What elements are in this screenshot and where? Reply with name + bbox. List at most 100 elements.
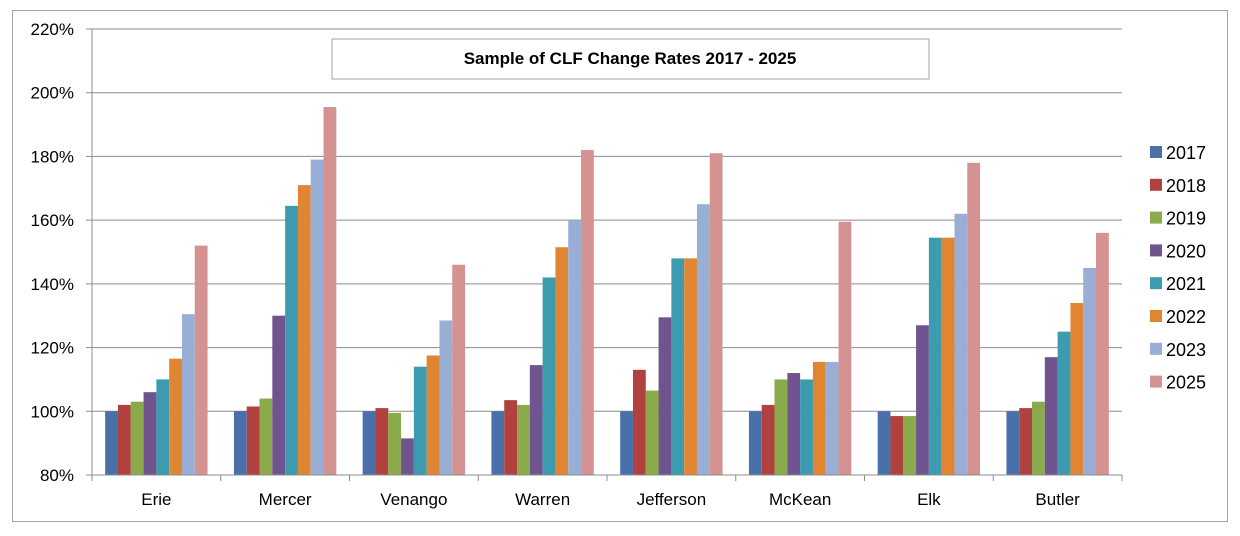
y-tick-label: 220% <box>31 20 74 39</box>
y-tick-label: 180% <box>31 147 74 166</box>
legend-swatch-2025 <box>1150 375 1162 388</box>
bar-venango-2017 <box>362 411 376 475</box>
bar-mercer-2022 <box>297 185 311 475</box>
bar-erie-2021 <box>156 379 170 475</box>
x-tick-label: Venango <box>380 490 447 509</box>
bar-jefferson-2017 <box>620 411 633 475</box>
legend-label-2017: 2017 <box>1166 143 1206 163</box>
bar-elk-2021 <box>928 237 942 475</box>
bar-jefferson-2022 <box>684 258 697 475</box>
bar-venango-2019 <box>388 412 402 475</box>
bar-mercer-2018 <box>246 406 260 475</box>
bar-erie-2020 <box>143 392 157 475</box>
bar-warren-2019 <box>517 404 530 475</box>
legend-label-2021: 2021 <box>1166 274 1206 294</box>
bar-venango-2022 <box>426 355 440 475</box>
legend-swatch-2020 <box>1150 244 1162 257</box>
bar-elk-2022 <box>941 237 955 475</box>
bar-butler-2018 <box>1019 408 1033 475</box>
bar-elk-2018 <box>890 416 904 475</box>
legend-swatch-2017 <box>1150 146 1162 158</box>
legend-swatch-2021 <box>1150 277 1162 290</box>
y-tick-label: 200% <box>31 84 74 103</box>
bar-mckean-2017 <box>748 411 762 475</box>
bar-elk-2025 <box>967 162 981 476</box>
bar-mercer-2019 <box>259 398 273 475</box>
bar-mercer-2021 <box>285 205 298 476</box>
bar-erie-2018 <box>117 404 131 475</box>
bar-venango-2018 <box>375 408 389 475</box>
bar-erie-2017 <box>105 411 118 475</box>
bar-mckean-2020 <box>787 373 801 475</box>
bar-venango-2020 <box>401 438 414 475</box>
x-tick-label: Jefferson <box>637 490 707 509</box>
x-tick-label: Warren <box>515 490 570 509</box>
bar-erie-2019 <box>130 401 144 475</box>
chart-title-box: Sample of CLF Change Rates 2017 - 2025 <box>331 38 930 80</box>
legend-swatch-2022 <box>1150 310 1162 322</box>
bar-butler-2025 <box>1096 232 1109 475</box>
legend-label-2025: 2025 <box>1166 373 1206 393</box>
bar-warren-2017 <box>491 411 505 475</box>
legend-swatch-2023 <box>1150 342 1162 355</box>
bar-mckean-2025 <box>838 221 852 475</box>
legend-label-2020: 2020 <box>1166 241 1206 261</box>
bar-butler-2022 <box>1070 302 1084 475</box>
bar-warren-2023 <box>568 220 582 475</box>
bar-warren-2025 <box>581 150 594 476</box>
bar-jefferson-2018 <box>632 369 646 475</box>
bar-mercer-2025 <box>323 107 337 476</box>
bar-butler-2019 <box>1032 401 1045 475</box>
bar-elk-2023 <box>954 213 968 475</box>
bar-mercer-2020 <box>272 315 286 475</box>
bar-mckean-2019 <box>774 379 788 475</box>
bar-mckean-2022 <box>812 361 826 475</box>
x-tick-label: Erie <box>141 490 171 509</box>
legend-label-2018: 2018 <box>1166 176 1206 196</box>
y-tick-label: 120% <box>31 339 74 358</box>
legend-label-2023: 2023 <box>1166 340 1206 360</box>
legend-swatch-2018 <box>1150 178 1162 191</box>
bar-butler-2023 <box>1083 267 1097 475</box>
bar-elk-2020 <box>916 325 929 475</box>
bar-elk-2017 <box>877 411 891 475</box>
legend-label-2022: 2022 <box>1166 307 1206 327</box>
bar-warren-2022 <box>555 247 569 475</box>
bar-mckean-2018 <box>761 404 775 475</box>
bar-mckean-2023 <box>825 361 839 475</box>
bar-butler-2017 <box>1006 411 1020 475</box>
bar-mckean-2021 <box>800 379 813 475</box>
bar-warren-2020 <box>529 365 543 475</box>
bar-jefferson-2025 <box>709 153 723 475</box>
bar-jefferson-2019 <box>645 390 659 475</box>
bar-erie-2022 <box>169 358 182 475</box>
x-tick-label: Butler <box>1035 490 1080 509</box>
bar-erie-2023 <box>181 314 195 475</box>
bar-elk-2019 <box>903 416 917 475</box>
legend: 2017 2018 2019 2020 2021 2022 2023 2025 <box>1150 143 1206 393</box>
bar-mercer-2023 <box>310 159 324 475</box>
bar-venango-2025 <box>452 264 466 475</box>
bar-jefferson-2021 <box>671 258 685 475</box>
chart-frame <box>12 10 1228 522</box>
bar-jefferson-2023 <box>696 204 710 475</box>
legend-label-2019: 2019 <box>1166 209 1206 229</box>
y-tick-label: 80% <box>40 466 74 485</box>
x-tick-label: Elk <box>917 490 941 509</box>
y-tick-label: 160% <box>31 211 74 230</box>
bar-warren-2018 <box>504 400 518 475</box>
bar-venango-2021 <box>413 366 427 475</box>
y-tick-label: 100% <box>31 402 74 421</box>
bar-butler-2021 <box>1057 331 1071 475</box>
x-tick-labels: Erie Mercer Venango Warren Jefferson McKean El… <box>141 490 1080 509</box>
bar-erie-2025 <box>194 245 208 475</box>
x-tick-label: McKean <box>769 490 831 509</box>
y-tick-label: 140% <box>31 275 74 294</box>
bar-butler-2020 <box>1044 357 1058 475</box>
x-tick-label: Mercer <box>259 490 312 509</box>
bar-warren-2021 <box>542 277 556 475</box>
y-tick-labels: 80% 100% 120% 140% 160% 180% 200% 220% <box>31 20 74 485</box>
bar-mercer-2017 <box>233 411 247 475</box>
bar-venango-2023 <box>439 320 453 475</box>
